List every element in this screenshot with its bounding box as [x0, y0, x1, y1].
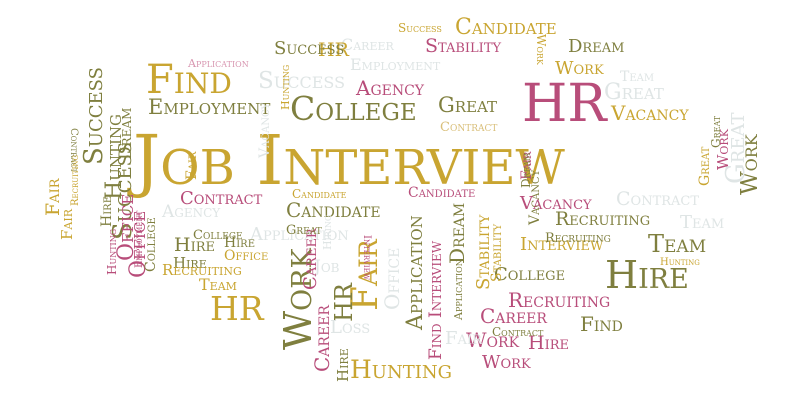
cloud-word-career: Career [480, 304, 547, 328]
cloud-word-find: Find [580, 312, 623, 336]
cloud-word-hunting: Hunting [660, 257, 700, 268]
cloud-word-hire: Hire [99, 196, 115, 227]
cloud-word-employment: Employment [148, 95, 271, 119]
cloud-word-vacancy: Vacancy [520, 193, 592, 214]
cloud-word-work: Work [555, 58, 604, 79]
cloud-word-application: Application [403, 215, 428, 330]
cloud-word-fair: Fair [58, 209, 76, 240]
cloud-word-fair: Fair [184, 151, 200, 180]
cloud-word-dream: Dream [445, 202, 469, 264]
cloud-word-application: Application [250, 224, 349, 245]
cloud-word-dream: Dream [568, 36, 625, 57]
cloud-word-recruiting: Recruiting [555, 208, 651, 230]
cloud-word-agency: Agency [162, 202, 221, 222]
cloud-word-candidate: Candidate [408, 185, 476, 201]
cloud-word-contract: Contract [616, 188, 700, 210]
cloud-word-candidate: Candidate [286, 198, 381, 222]
cloud-word-college: College [193, 228, 243, 243]
cloud-word-application: Application [452, 259, 465, 320]
cloud-word-team: Team [199, 275, 237, 294]
cloud-word-hr: HR [318, 39, 349, 61]
cloud-word-college: College [494, 264, 566, 285]
cloud-word-find-interview: Find Interview [426, 240, 446, 360]
cloud-word-success: Success [274, 38, 345, 59]
cloud-word-success: Success [398, 21, 442, 35]
cloud-word-great: Great [286, 223, 322, 238]
cloud-word-hire: Hire [605, 253, 689, 297]
cloud-word-work: Work [534, 34, 548, 65]
cloud-word-hr: HR [522, 74, 607, 134]
cloud-word-stability: Stability [489, 223, 505, 282]
cloud-word-hire: Hire [224, 235, 255, 251]
cloud-word-great: Great [697, 146, 713, 186]
cloud-word-success: Success [258, 68, 346, 94]
cloud-word-job-interview: Job Interview [133, 122, 565, 201]
cloud-word-contract: Contract [440, 120, 498, 135]
cloud-word-interview: Interview [520, 234, 604, 255]
cloud-word-hire: Hire [334, 348, 352, 382]
cloud-word-hr: HR [210, 289, 264, 328]
cloud-word-team: Team [648, 230, 707, 258]
cloud-word-college: College [290, 89, 417, 128]
cloud-word-loss: Loss [330, 317, 371, 338]
cloud-word-employment: Employment [134, 210, 145, 268]
cloud-word-agency: Agency [356, 76, 425, 100]
cloud-word-dream: Dream [519, 152, 533, 188]
cloud-word-office: Office [224, 248, 269, 264]
cloud-word-recruiting: Recruiting [162, 261, 242, 279]
cloud-word-great: Great [604, 80, 664, 105]
cloud-word-work: Work [466, 328, 520, 352]
cloud-word-hire: Hire [173, 254, 207, 272]
cloud-word-team: Team [680, 212, 725, 233]
cloud-word-hire: Hire [174, 234, 215, 256]
cloud-word-career: Career [310, 305, 334, 372]
cloud-word-candidate: Candidate [455, 15, 557, 40]
cloud-word-application: Application [188, 57, 249, 70]
cloud-word-employment: Employment [350, 55, 441, 74]
cloud-word-success: Success [79, 66, 109, 165]
cloud-word-fair: Fair [445, 328, 482, 349]
cloud-word-find: Find [146, 57, 232, 103]
cloud-word-hunting: Hunting [350, 355, 452, 384]
cloud-word-interview: Interview [361, 235, 372, 280]
cloud-word-vacancy: Vacancy [611, 101, 689, 125]
cloud-word-hire: Hire [528, 332, 569, 354]
cloud-word-office: Office [380, 247, 404, 310]
cloud-word-candidate: Candidate [292, 187, 347, 201]
cloud-word-recruiting: Recruiting [508, 288, 611, 312]
cloud-word-work: Work [482, 352, 531, 373]
cloud-word-job: Job [314, 257, 340, 277]
cloud-word-great: Great [438, 93, 498, 117]
cloud-word-contract: Contract [492, 325, 544, 339]
cloud-word-stability: Stability [425, 35, 502, 57]
cloud-word-dream: Dream [116, 107, 136, 160]
cloud-word-contract: Contract [180, 188, 263, 209]
cloud-word-team: Team [620, 69, 655, 85]
cloud-word-career: Career [341, 35, 394, 54]
cloud-word-recruiting: Recruiting [545, 231, 611, 246]
cloud-word-recruiting: Recruiting [70, 154, 81, 206]
cloud-word-work: Work [714, 129, 732, 170]
cloud-word-college: College [143, 217, 159, 272]
cloud-word-vacancy: Vacancy [257, 102, 273, 158]
cloud-word-hunting: Hunting [279, 64, 292, 110]
